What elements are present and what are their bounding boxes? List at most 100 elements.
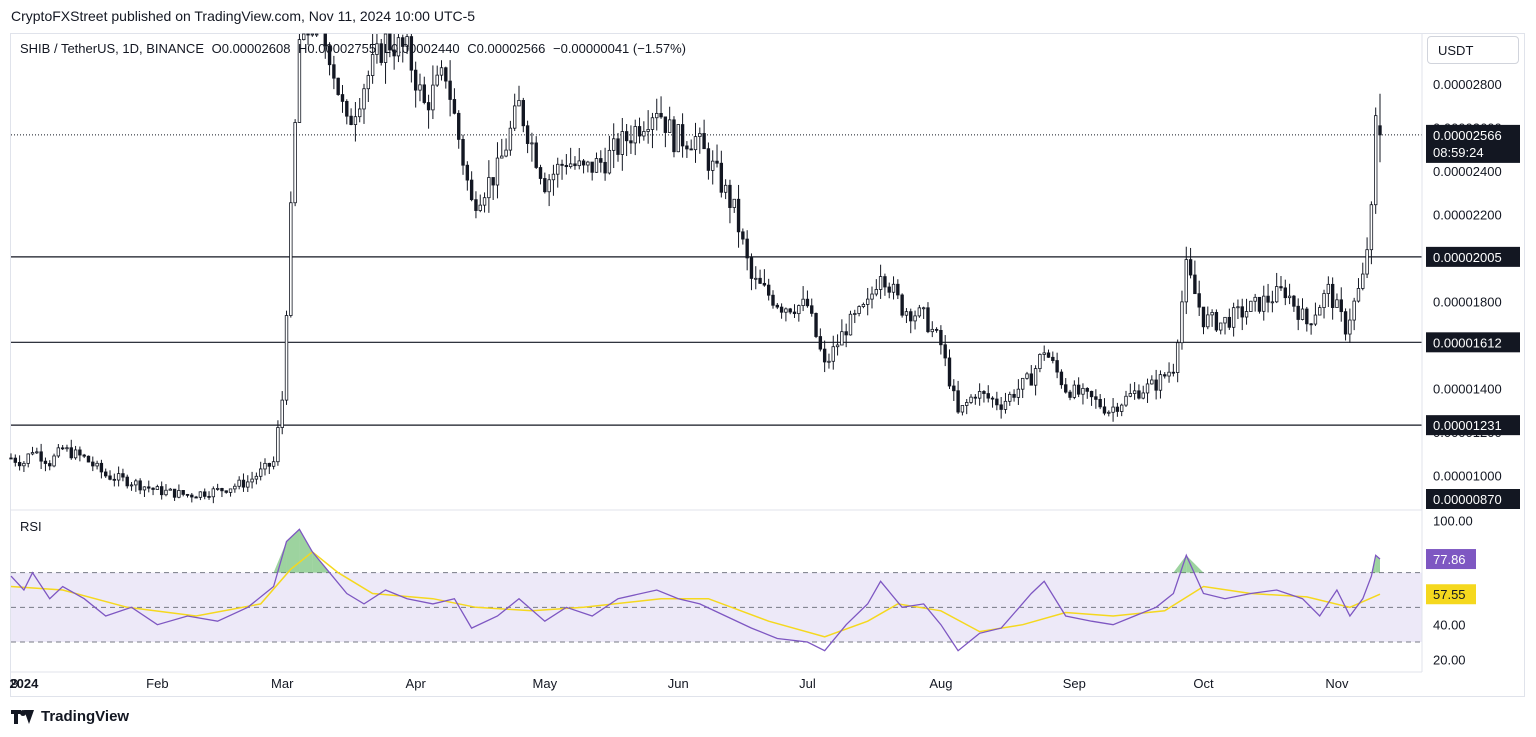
candle: [332, 55, 336, 90]
candle: [629, 125, 633, 154]
candle: [766, 278, 771, 301]
candle: [30, 446, 35, 456]
candle-body: [977, 391, 982, 399]
candle: [990, 396, 995, 408]
candle-body: [349, 115, 353, 125]
candle: [844, 323, 848, 348]
candle-body: [13, 457, 17, 463]
candle: [624, 124, 629, 157]
candle: [1206, 306, 1210, 330]
candle-body: [1206, 314, 1210, 328]
candle: [383, 33, 388, 84]
candle: [491, 177, 495, 200]
candle: [422, 76, 426, 105]
candle: [672, 116, 676, 158]
candle: [99, 459, 104, 479]
candle-body: [383, 33, 388, 63]
candle-body: [521, 100, 525, 127]
candle-body: [426, 102, 431, 111]
candle-body: [784, 308, 788, 313]
candle-body: [491, 177, 495, 186]
candle-body: [965, 402, 969, 406]
candle: [151, 487, 155, 496]
tradingview-footer[interactable]: TradingView: [11, 708, 129, 725]
candle-body: [190, 494, 194, 498]
candle: [306, 33, 310, 45]
candle-body: [448, 80, 452, 100]
candle-body: [1274, 286, 1279, 303]
candle: [327, 42, 332, 76]
candle: [676, 124, 680, 153]
candle-body: [1042, 352, 1046, 355]
candle-body: [56, 447, 61, 457]
candle: [1033, 365, 1038, 396]
candle: [1029, 365, 1033, 386]
candle-body: [586, 161, 590, 166]
candle-body: [762, 282, 767, 286]
candle: [1356, 278, 1361, 303]
candle: [82, 453, 86, 459]
candle: [1089, 390, 1094, 406]
candle: [1201, 306, 1206, 335]
candle: [401, 34, 405, 63]
level-price-tag: [1426, 489, 1520, 509]
candle-body: [822, 348, 827, 363]
candle: [749, 253, 754, 291]
candle: [685, 141, 689, 158]
candle: [896, 279, 900, 300]
candle-body: [259, 468, 263, 477]
candle-body: [568, 163, 573, 168]
candle-body: [405, 36, 409, 47]
candle: [1055, 352, 1059, 379]
level-price-tag: [1426, 246, 1520, 267]
candle: [693, 122, 698, 163]
candle: [788, 307, 792, 315]
candle: [228, 488, 233, 497]
candle-body: [599, 158, 603, 163]
candle-body: [366, 75, 371, 90]
candle: [104, 468, 108, 478]
candle: [1184, 246, 1188, 315]
candle: [1064, 378, 1068, 394]
time-tick-label: Feb: [146, 676, 168, 691]
candle-body: [418, 84, 422, 91]
candle: [947, 349, 952, 389]
candle: [1111, 398, 1115, 422]
candle: [551, 164, 556, 196]
candle-body: [1128, 393, 1132, 397]
candle-body: [917, 307, 922, 317]
candle-body: [401, 37, 405, 47]
candle-body: [870, 293, 874, 300]
candle-body: [452, 99, 457, 114]
candle-body: [293, 122, 297, 204]
candle: [680, 113, 685, 158]
candle: [396, 34, 401, 63]
candle-body: [960, 405, 965, 413]
candle: [1115, 402, 1120, 417]
candle-body: [930, 328, 934, 333]
candle: [1175, 339, 1180, 383]
candle-body: [1322, 293, 1326, 308]
candle-body: [766, 284, 771, 296]
candle: [159, 481, 164, 500]
candle: [1197, 280, 1201, 317]
candle: [883, 273, 887, 296]
candle: [745, 230, 749, 271]
candle: [297, 34, 302, 123]
candle: [465, 161, 470, 191]
candle: [409, 34, 414, 83]
candle: [525, 120, 530, 154]
rsi-pane: 100.00 40.00 20.00 77.86 57.55: [10, 514, 1476, 667]
currency-unit-button[interactable]: USDT: [1427, 36, 1519, 64]
candle-body: [1115, 406, 1120, 412]
candle: [172, 488, 177, 501]
candle-body: [129, 484, 134, 487]
candle-body: [698, 133, 702, 137]
candle: [35, 447, 39, 455]
candle-body: [814, 312, 818, 337]
candle: [1150, 375, 1154, 385]
candle-body: [1175, 342, 1180, 373]
candle: [276, 420, 280, 466]
level-price-tag: [1426, 332, 1520, 353]
